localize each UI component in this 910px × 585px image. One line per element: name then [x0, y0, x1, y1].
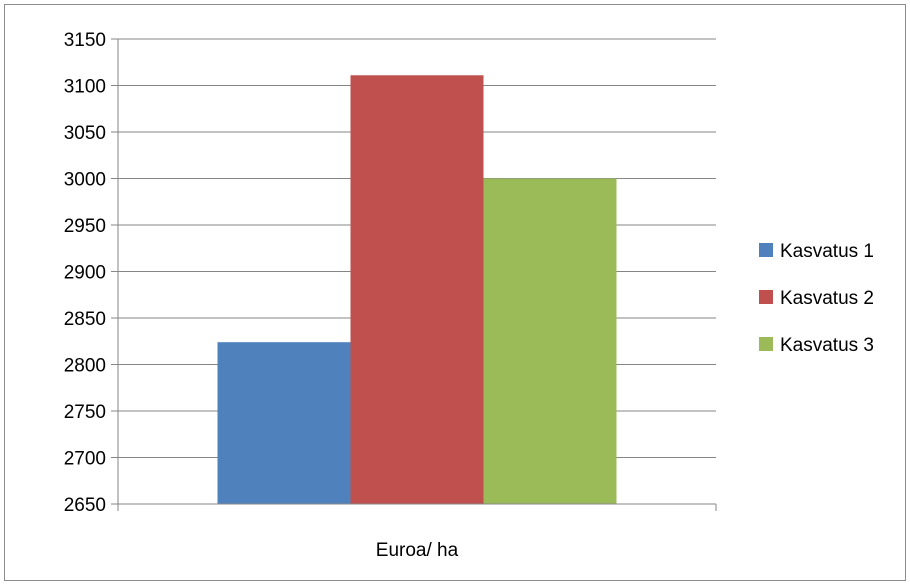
bar-kasvatus-3 [483, 178, 617, 504]
y-tick-label: 2850 [64, 309, 106, 330]
y-tick-label: 2700 [64, 449, 106, 470]
x-category-labels: Euroa/ ha [376, 540, 459, 561]
y-tick-label: 2800 [64, 356, 106, 377]
y-tick-labels: 2650 2700 2750 2800 2850 2900 2950 3000 3050 3100… [64, 30, 106, 516]
y-tick-label: 2900 [64, 263, 106, 284]
legend-label: Kasvatus 2 [780, 288, 874, 309]
y-tick-label: 2650 [64, 495, 106, 516]
bars [217, 75, 617, 505]
y-tick-label: 3100 [64, 77, 106, 98]
legend: Kasvatus 1 Kasvatus 2 Kasvatus 3 [759, 241, 874, 356]
bar-kasvatus-1 [217, 342, 351, 504]
y-tick-label: 3150 [64, 30, 106, 51]
y-tick-label: 3000 [64, 170, 106, 191]
legend-label: Kasvatus 1 [780, 241, 874, 262]
legend-label: Kasvatus 3 [780, 335, 874, 356]
y-tick-label: 2950 [64, 216, 106, 237]
legend-swatch [759, 337, 773, 351]
x-category-label: Euroa/ ha [376, 540, 459, 561]
legend-swatch [759, 243, 773, 257]
y-tick-label: 2750 [64, 402, 106, 423]
y-tick-label: 3050 [64, 123, 106, 144]
bar-kasvatus-2 [350, 75, 484, 505]
axes [111, 38, 717, 511]
legend-swatch [759, 290, 773, 304]
